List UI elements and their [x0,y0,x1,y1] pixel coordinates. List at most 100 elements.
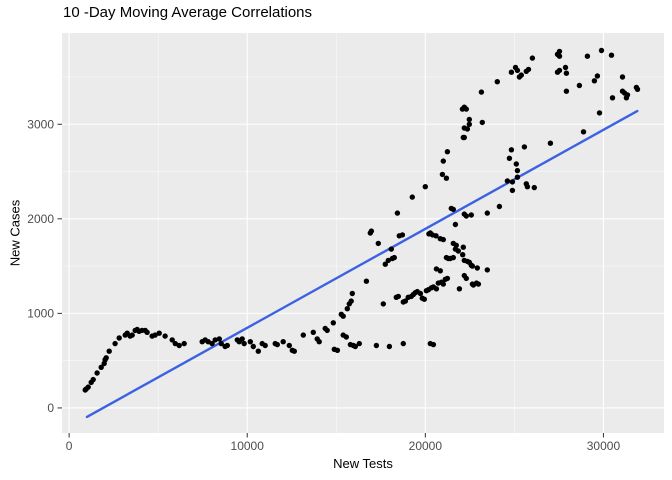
data-point [368,228,375,234]
data-point [455,248,461,254]
data-point [409,194,415,200]
data-point [129,332,135,338]
data-point [356,340,362,347]
data-point [162,333,168,339]
data-point [440,236,446,243]
data-point [460,244,466,250]
data-point [563,70,570,76]
data-point [563,88,570,94]
data-point [468,262,474,268]
data-point [509,179,516,185]
data-point [463,213,469,219]
data-point [513,161,519,167]
data-point [385,257,391,264]
data-point [479,119,485,126]
data-point [475,281,482,287]
data-point [484,210,490,216]
data-point [212,337,218,343]
data-point [112,340,118,347]
data-point [176,342,182,349]
data-point [452,221,459,228]
data-point [580,129,587,135]
data-point [461,257,467,264]
data-point [421,296,427,302]
data-point [402,298,409,304]
data-point [460,252,466,258]
data-point [624,92,631,98]
x-tick-label: 20000 [409,439,443,453]
data-point [375,240,381,247]
panel-background [62,33,664,433]
data-point [443,175,450,181]
data-point [469,281,476,287]
data-point [494,79,500,85]
data-point [250,343,256,350]
data-point [450,206,456,213]
data-point [450,254,456,261]
data-point [216,336,222,342]
x-tick-label: 10000 [231,439,265,453]
data-point [463,106,469,112]
data-point [440,158,446,164]
data-point [382,261,388,267]
data-point [330,320,336,326]
data-point [529,55,536,61]
y-tick-label: 1000 [27,306,54,320]
data-point [103,355,109,361]
data-point [461,134,467,141]
data-point [504,178,511,184]
data-point [531,184,537,191]
data-point [508,147,515,153]
data-point [380,301,386,307]
data-point [85,384,91,390]
data-point [594,73,601,79]
data-point [274,341,280,348]
data-point [608,52,615,58]
data-point [634,86,641,93]
data-point [444,275,451,282]
data-point [209,340,215,347]
data-point [373,342,380,349]
data-point [363,278,370,284]
data-point [98,364,104,370]
data-point [556,48,563,55]
data-point [598,47,605,54]
data-point [524,184,531,190]
data-point [478,89,485,95]
data-point [591,78,598,84]
data-point [422,184,428,190]
data-point [584,53,591,59]
data-point [144,329,150,335]
data-point [474,265,480,271]
data-point [509,187,516,194]
data-point [430,341,437,348]
data-point [247,339,253,345]
data-point [386,343,393,350]
data-point [394,210,401,216]
data-point [400,340,406,347]
data-point [576,82,583,89]
y-tick-label: 0 [47,401,54,415]
data-point [444,149,451,155]
data-point [395,293,401,300]
trend-line [85,109,639,419]
data-point [255,348,261,354]
data-point [514,167,521,174]
data-point [433,233,439,239]
data-point [94,370,100,376]
data-point [340,313,346,319]
data-point [439,171,446,178]
data-point [224,342,230,349]
data-point [433,286,440,292]
data-point [352,343,358,350]
data-point [609,95,616,101]
data-point [521,144,528,150]
chart-title: 10 -Day Moving Average Correlations [63,4,313,21]
data-point [456,286,463,292]
y-tick-label: 2000 [27,212,54,226]
data-point [556,53,563,59]
data-point [348,298,354,304]
x-tick-label: 30000 [587,439,621,453]
data-point [169,337,175,343]
